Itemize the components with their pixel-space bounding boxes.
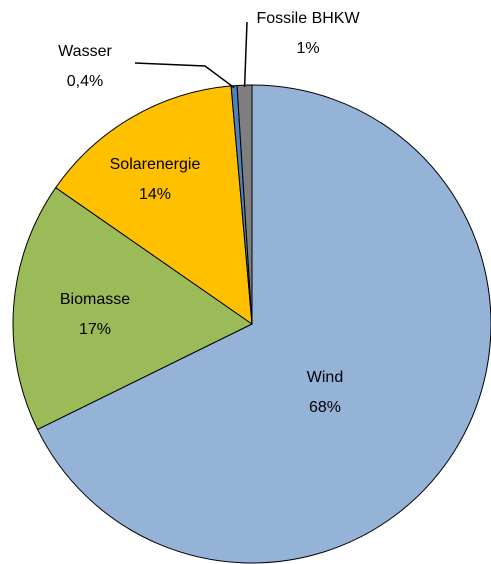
- slice-value-label: 14%: [139, 186, 171, 203]
- slice-value-label: 68%: [309, 399, 341, 416]
- slice-label: Wind: [307, 369, 343, 386]
- slice-value-label: 17%: [79, 321, 111, 338]
- slice-value-label: 1%: [296, 40, 319, 57]
- leader-line: [134, 62, 235, 89]
- leader-line: [243, 21, 248, 88]
- pie-slice: [55, 85, 253, 326]
- slice-label: Solarenergie: [110, 156, 201, 173]
- pie-slice: [36, 84, 491, 564]
- slice-label: Wasser: [58, 43, 112, 60]
- pie-slice: [12, 186, 253, 431]
- slice-value-label: 0,4%: [67, 73, 103, 90]
- slice-label: Biomasse: [60, 291, 130, 308]
- slice-label: Fossile BHKW: [256, 10, 360, 27]
